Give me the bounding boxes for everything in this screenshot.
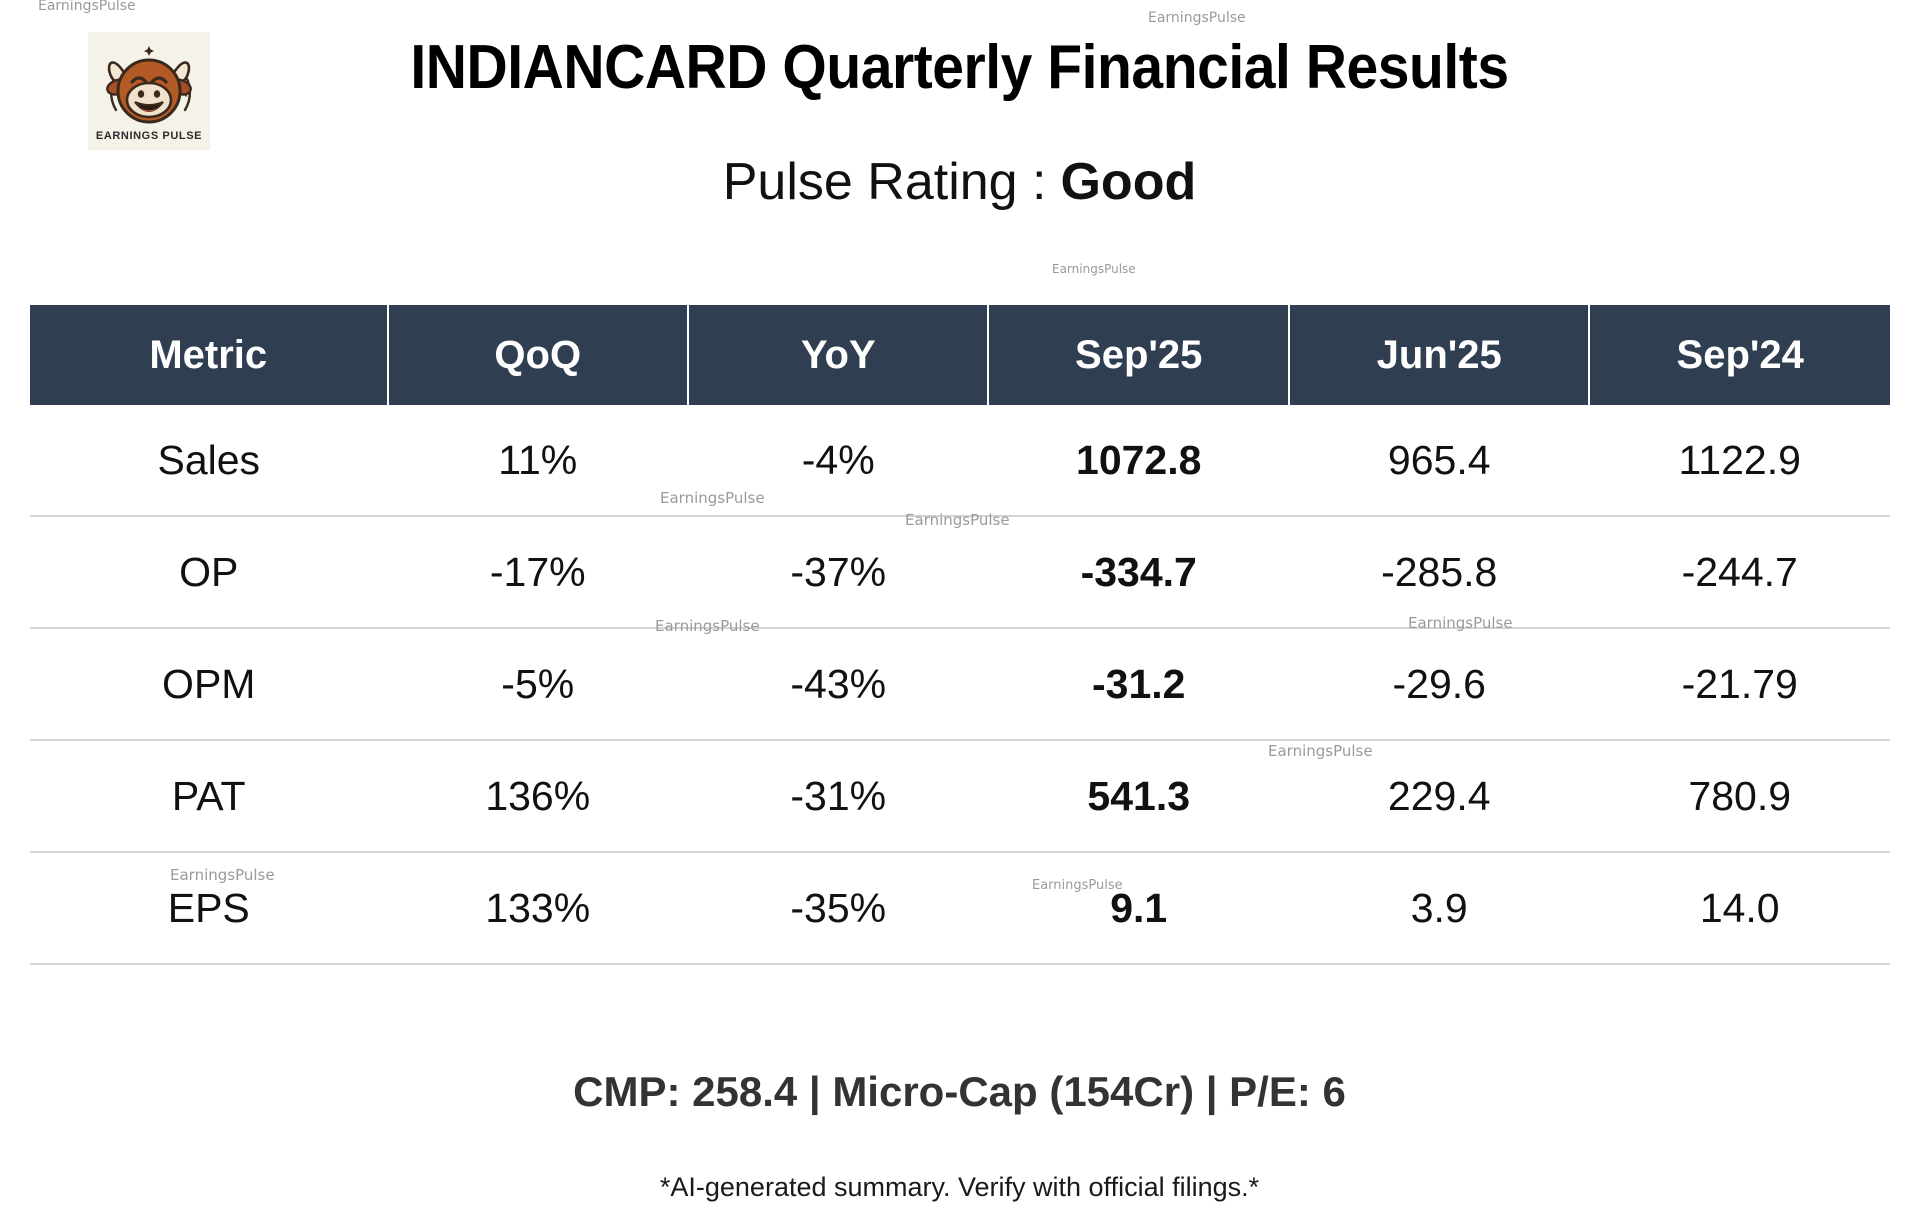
- watermark-text: EarningsPulse: [1052, 262, 1136, 276]
- cell-yoy: -4%: [688, 405, 989, 517]
- earnings-pulse-logo: EARNINGS PULSE: [88, 32, 210, 150]
- cell-jun25: 3.9: [1288, 852, 1590, 965]
- watermark-text: EarningsPulse: [1148, 10, 1246, 26]
- cell-sep25: -31.2: [988, 628, 1289, 741]
- ai-disclaimer: *AI-generated summary. Verify with offic…: [659, 1172, 1260, 1202]
- cell-jun25: 965.4: [1288, 405, 1590, 517]
- table-body: Sales 11% -4% 1072.8 965.4 1122.9 OP -17…: [30, 405, 1890, 965]
- cell-sep25: 1072.8: [988, 405, 1289, 517]
- col-header-sep24: Sep'24: [1676, 332, 1804, 377]
- financial-results-table: Metric QoQ YoY Sep'25 Jun'25 Sep'24 Sale…: [30, 305, 1890, 965]
- cell-yoy: -43%: [688, 628, 989, 741]
- cell-jun25: 229.4: [1288, 740, 1590, 853]
- row-metric-label: Sales: [30, 405, 388, 517]
- table-row: PAT 136% -31% 541.3 229.4 780.9: [30, 740, 1890, 853]
- cell-sep25: -334.7: [988, 516, 1289, 629]
- row-metric-label: EPS: [30, 852, 388, 965]
- cell-sep25: 541.3: [988, 740, 1289, 853]
- svg-text:EARNINGS PULSE: EARNINGS PULSE: [96, 130, 202, 142]
- page-title: INDIANCARD Quarterly Financial Results: [410, 33, 1509, 102]
- pulse-rating: Pulse Rating : Good: [0, 152, 1919, 212]
- row-metric-label: PAT: [30, 740, 388, 853]
- cell-qoq: -5%: [387, 628, 688, 741]
- cell-qoq: 11%: [387, 405, 688, 517]
- cell-yoy: -35%: [688, 852, 989, 965]
- table-row: Sales 11% -4% 1072.8 965.4 1122.9: [30, 405, 1890, 517]
- cell-qoq: -17%: [387, 516, 688, 629]
- col-header-yoy: YoY: [688, 305, 990, 405]
- bull-mascot-icon: EARNINGS PULSE: [88, 32, 210, 150]
- cell-yoy: -31%: [688, 740, 989, 853]
- cell-qoq: 136%: [387, 740, 688, 853]
- cell-qoq: 133%: [387, 852, 688, 965]
- cell-sep24: 14.0: [1589, 852, 1890, 965]
- col-header-sep25: Sep'25: [988, 305, 1290, 405]
- table-header-row: Metric QoQ YoY Sep'25 Jun'25 Sep'24: [30, 305, 1890, 405]
- row-metric-label: OPM: [30, 628, 388, 741]
- cell-yoy: -37%: [688, 516, 989, 629]
- cell-sep24: 1122.9: [1589, 405, 1890, 517]
- pulse-rating-value: Good: [1060, 153, 1197, 211]
- row-metric-label: OP: [30, 516, 388, 629]
- col-header-qoq: QoQ: [387, 305, 690, 405]
- pulse-rating-label: Pulse Rating :: [722, 153, 1047, 211]
- table-row: OP -17% -37% -334.7 -285.8 -244.7: [30, 516, 1890, 629]
- cell-sep25: 9.1: [988, 852, 1289, 965]
- cell-sep24: 780.9: [1589, 740, 1890, 853]
- cell-sep24: -244.7: [1589, 516, 1890, 629]
- cell-jun25: -29.6: [1288, 628, 1590, 741]
- watermark-text: EarningsPulse: [38, 0, 136, 14]
- col-header-jun25: Jun'25: [1288, 305, 1591, 405]
- table-row: OPM -5% -43% -31.2 -29.6 -21.79: [30, 628, 1890, 741]
- table-row: EPS 133% -35% 9.1 3.9 14.0: [30, 852, 1890, 965]
- cmp-summary-line: CMP: 258.4 | Micro-Cap (154Cr) | P/E: 6: [573, 1068, 1346, 1115]
- cell-jun25: -285.8: [1288, 516, 1590, 629]
- cell-sep24: -21.79: [1589, 628, 1890, 741]
- col-header-metric: Metric: [30, 305, 389, 405]
